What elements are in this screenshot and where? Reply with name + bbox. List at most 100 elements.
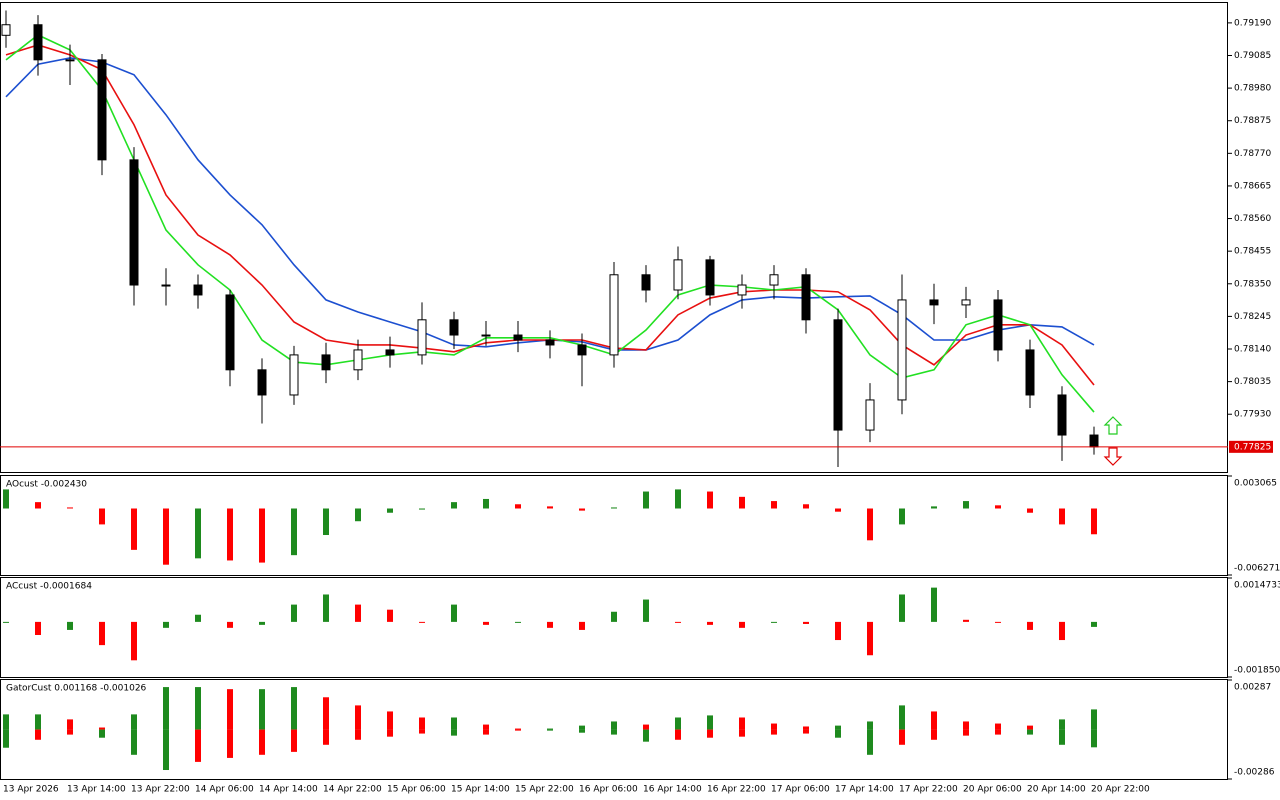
- gator-bar: [483, 724, 489, 730]
- histogram-bar: [579, 621, 585, 630]
- histogram-bar: [1027, 508, 1033, 513]
- gator-bar: [451, 717, 457, 730]
- histogram-bar: [67, 621, 73, 630]
- y-tick-label: 0.79085: [1234, 51, 1271, 61]
- histogram-bar: [867, 508, 873, 541]
- candle-body: [193, 284, 203, 296]
- candle-body: [801, 274, 811, 321]
- ao-panel: [0, 475, 1228, 576]
- histogram-bar: [963, 501, 969, 509]
- histogram-bar: [835, 508, 841, 512]
- x-tick-label: 16 Apr 14:00: [643, 785, 702, 795]
- histogram-bar: [835, 621, 841, 641]
- x-tick-label: 14 Apr 22:00: [323, 785, 382, 795]
- gator-bar: [867, 729, 873, 755]
- candle-body: [321, 354, 331, 371]
- gator-bar: [1027, 729, 1033, 735]
- gator-bar: [579, 729, 585, 733]
- histogram-bar: [963, 619, 969, 622]
- y-tick-label: 0.78140: [1234, 345, 1271, 355]
- y-tick-label: 0.78875: [1234, 116, 1271, 126]
- gator-bar: [771, 729, 777, 735]
- ac-panel: [0, 577, 1228, 678]
- histogram-bar: [1091, 508, 1097, 535]
- y-tick-label: 0.79190: [1234, 18, 1271, 28]
- gator-bar: [803, 726, 809, 730]
- x-tick-label: 17 Apr 14:00: [835, 785, 894, 795]
- gator-bar: [1027, 725, 1033, 730]
- y-tick-label: 0.77930: [1234, 410, 1271, 420]
- histogram-bar: [67, 507, 73, 509]
- gator-bar: [643, 729, 649, 742]
- buy-arrow: [1103, 416, 1123, 435]
- candle-body: [1, 24, 11, 36]
- histogram-bar: [1027, 621, 1033, 630]
- gator-bar: [131, 714, 137, 730]
- gator-panel: [0, 679, 1228, 780]
- gator-bar: [259, 689, 265, 730]
- y-tick-label: -0.006271: [1234, 564, 1280, 574]
- x-tick-label: 17 Apr 22:00: [899, 785, 958, 795]
- gator-bar: [483, 729, 489, 735]
- histogram-bar: [195, 508, 201, 559]
- y-tick-label: 0.78350: [1234, 279, 1271, 289]
- histogram-bar: [451, 604, 457, 622]
- histogram-bar: [99, 508, 105, 525]
- histogram-bar: [643, 599, 649, 622]
- candle-body: [929, 299, 939, 306]
- x-tick-label: 16 Apr 06:00: [579, 785, 638, 795]
- histogram-bar: [483, 621, 489, 625]
- histogram-bar: [739, 621, 745, 628]
- x-tick-label: 14 Apr 06:00: [195, 785, 254, 795]
- candle-body: [97, 59, 107, 161]
- gator-bar: [835, 725, 841, 730]
- gator-bar: [547, 729, 553, 731]
- histogram-bar: [579, 508, 585, 511]
- histogram-bar: [291, 604, 297, 622]
- histogram-bar: [259, 508, 265, 563]
- gator-bar: [291, 729, 297, 752]
- histogram-bar: [131, 508, 137, 550]
- histogram-bar: [1059, 508, 1065, 525]
- price-tag: [1229, 440, 1273, 453]
- histogram-bar: [387, 609, 393, 622]
- histogram-bar: [515, 504, 521, 509]
- histogram-bar: [259, 621, 265, 625]
- y-tick-label: 0.78455: [1234, 247, 1271, 257]
- y-tick-label: 0.78665: [1234, 181, 1271, 191]
- gator-bar: [611, 721, 617, 730]
- candle-body: [673, 259, 683, 291]
- candle-body: [385, 349, 395, 356]
- gator-bar: [163, 687, 169, 730]
- gator-bar: [387, 711, 393, 730]
- candle-body: [641, 274, 651, 291]
- gator-bar: [1059, 719, 1065, 730]
- histogram-bar: [995, 621, 1001, 623]
- histogram-bar: [99, 621, 105, 646]
- gator-bar: [355, 729, 361, 740]
- histogram-bar: [643, 491, 649, 509]
- histogram-bar: [3, 489, 9, 509]
- histogram-bar: [707, 491, 713, 509]
- candle-body: [609, 274, 619, 356]
- x-tick-label: 13 Apr 14:00: [67, 785, 126, 795]
- histogram-bar: [195, 614, 201, 622]
- gator-bar: [675, 729, 681, 740]
- histogram-bar: [163, 508, 169, 565]
- gator-bar: [131, 729, 137, 755]
- candle-body: [961, 299, 971, 306]
- gator-bar: [195, 687, 201, 730]
- gator-bar: [3, 729, 9, 748]
- gator-bar: [739, 729, 745, 737]
- gator-bar: [739, 717, 745, 730]
- gator-bar: [163, 729, 169, 771]
- gator-bar: [1091, 729, 1097, 748]
- histogram-bar: [803, 621, 809, 624]
- histogram-bar: [227, 508, 233, 561]
- histogram-bar: [899, 594, 905, 622]
- y-tick-label: 0.78035: [1234, 377, 1271, 387]
- price-tag-label: 0.77825: [1234, 442, 1271, 452]
- candle-body: [33, 24, 43, 61]
